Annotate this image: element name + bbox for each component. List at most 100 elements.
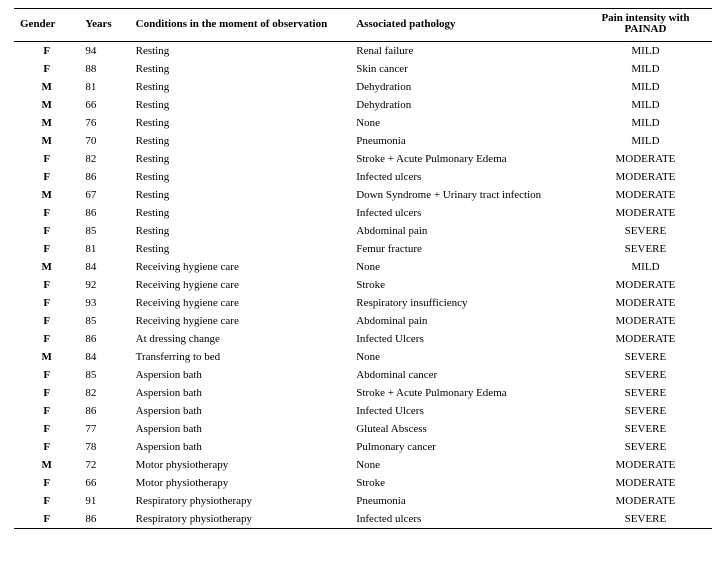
cell-pain: SEVERE: [579, 438, 712, 456]
cell-gender: F: [14, 276, 79, 294]
col-header-gender: Gender: [14, 9, 79, 42]
cell-pathology: None: [350, 114, 579, 132]
cell-pathology: Respiratory insufficiency: [350, 294, 579, 312]
cell-pain: MODERATE: [579, 186, 712, 204]
cell-gender: F: [14, 474, 79, 492]
table-row: F77Aspersion bathGluteal AbscessSEVERE: [14, 420, 712, 438]
cell-conditions: Respiratory physiotherapy: [130, 510, 351, 529]
col-header-pain: Pain intensity with PAINAD: [579, 9, 712, 42]
cell-gender: F: [14, 60, 79, 78]
cell-gender: F: [14, 42, 79, 61]
cell-pathology: Abdominal pain: [350, 222, 579, 240]
cell-pathology: Abdominal pain: [350, 312, 579, 330]
table-row: F85RestingAbdominal painSEVERE: [14, 222, 712, 240]
cell-pathology: Down Syndrome + Urinary tract infection: [350, 186, 579, 204]
table-row: F82RestingStroke + Acute Pulmonary Edema…: [14, 150, 712, 168]
cell-years: 86: [79, 330, 129, 348]
cell-pain: MODERATE: [579, 456, 712, 474]
cell-years: 86: [79, 402, 129, 420]
table-row: M76RestingNoneMILD: [14, 114, 712, 132]
cell-gender: F: [14, 384, 79, 402]
cell-conditions: Resting: [130, 96, 351, 114]
cell-years: 93: [79, 294, 129, 312]
cell-years: 85: [79, 312, 129, 330]
cell-conditions: Receiving hygiene care: [130, 276, 351, 294]
cell-years: 84: [79, 258, 129, 276]
cell-gender: F: [14, 312, 79, 330]
cell-pathology: Femur fracture: [350, 240, 579, 258]
cell-gender: F: [14, 492, 79, 510]
cell-pain: MILD: [579, 78, 712, 96]
cell-pain: SEVERE: [579, 510, 712, 529]
cell-years: 66: [79, 474, 129, 492]
table-row: F81RestingFemur fractureSEVERE: [14, 240, 712, 258]
table-row: F93Receiving hygiene careRespiratory ins…: [14, 294, 712, 312]
cell-gender: F: [14, 168, 79, 186]
table-row: F92Receiving hygiene careStrokeMODERATE: [14, 276, 712, 294]
cell-gender: F: [14, 204, 79, 222]
table-row: M70RestingPneumoniaMILD: [14, 132, 712, 150]
cell-pathology: Pulmonary cancer: [350, 438, 579, 456]
cell-years: 70: [79, 132, 129, 150]
table-row: F78Aspersion bathPulmonary cancerSEVERE: [14, 438, 712, 456]
cell-conditions: Motor physiotherapy: [130, 474, 351, 492]
cell-pathology: Stroke + Acute Pulmonary Edema: [350, 150, 579, 168]
cell-pain: MILD: [579, 60, 712, 78]
cell-pathology: Pneumonia: [350, 132, 579, 150]
cell-years: 86: [79, 204, 129, 222]
cell-conditions: Aspersion bath: [130, 384, 351, 402]
cell-pain: MILD: [579, 114, 712, 132]
cell-gender: F: [14, 366, 79, 384]
cell-years: 92: [79, 276, 129, 294]
page-wrapper: Gender Years Conditions in the moment of…: [0, 0, 726, 537]
cell-gender: F: [14, 510, 79, 529]
cell-pathology: Stroke: [350, 474, 579, 492]
cell-pathology: Pneumonia: [350, 492, 579, 510]
cell-conditions: Resting: [130, 240, 351, 258]
cell-pain: SEVERE: [579, 240, 712, 258]
cell-pathology: Gluteal Abscess: [350, 420, 579, 438]
col-header-conditions: Conditions in the moment of observation: [130, 9, 351, 42]
cell-pathology: Infected Ulcers: [350, 402, 579, 420]
cell-years: 84: [79, 348, 129, 366]
table-row: F91Respiratory physiotherapyPneumoniaMOD…: [14, 492, 712, 510]
cell-conditions: Aspersion bath: [130, 438, 351, 456]
cell-pain: MODERATE: [579, 330, 712, 348]
cell-gender: M: [14, 132, 79, 150]
cell-years: 77: [79, 420, 129, 438]
cell-pathology: Infected ulcers: [350, 168, 579, 186]
table-row: F86Respiratory physiotherapyInfected ulc…: [14, 510, 712, 529]
cell-years: 81: [79, 240, 129, 258]
cell-conditions: Resting: [130, 186, 351, 204]
cell-conditions: Resting: [130, 60, 351, 78]
table-row: F94RestingRenal failureMILD: [14, 42, 712, 61]
table-header: Gender Years Conditions in the moment of…: [14, 9, 712, 42]
table-row: F85Receiving hygiene careAbdominal painM…: [14, 312, 712, 330]
table-row: M72Motor physiotherapyNoneMODERATE: [14, 456, 712, 474]
cell-years: 94: [79, 42, 129, 61]
cell-conditions: Resting: [130, 132, 351, 150]
cell-pain: MODERATE: [579, 474, 712, 492]
col-header-pathology: Associated pathology: [350, 9, 579, 42]
cell-pain: MILD: [579, 132, 712, 150]
cell-conditions: Aspersion bath: [130, 402, 351, 420]
cell-pain: MODERATE: [579, 168, 712, 186]
cell-pathology: None: [350, 456, 579, 474]
cell-gender: M: [14, 114, 79, 132]
cell-pathology: None: [350, 258, 579, 276]
col-header-years: Years: [79, 9, 129, 42]
cell-pathology: Stroke + Acute Pulmonary Edema: [350, 384, 579, 402]
table-row: F85Aspersion bathAbdominal cancerSEVERE: [14, 366, 712, 384]
cell-gender: F: [14, 294, 79, 312]
cell-pain: SEVERE: [579, 348, 712, 366]
cell-years: 76: [79, 114, 129, 132]
cell-gender: M: [14, 78, 79, 96]
cell-pain: MILD: [579, 258, 712, 276]
cell-years: 66: [79, 96, 129, 114]
cell-gender: M: [14, 348, 79, 366]
cell-pain: MILD: [579, 42, 712, 61]
cell-pathology: Dehydration: [350, 78, 579, 96]
cell-gender: F: [14, 438, 79, 456]
cell-gender: F: [14, 222, 79, 240]
cell-pathology: None: [350, 348, 579, 366]
